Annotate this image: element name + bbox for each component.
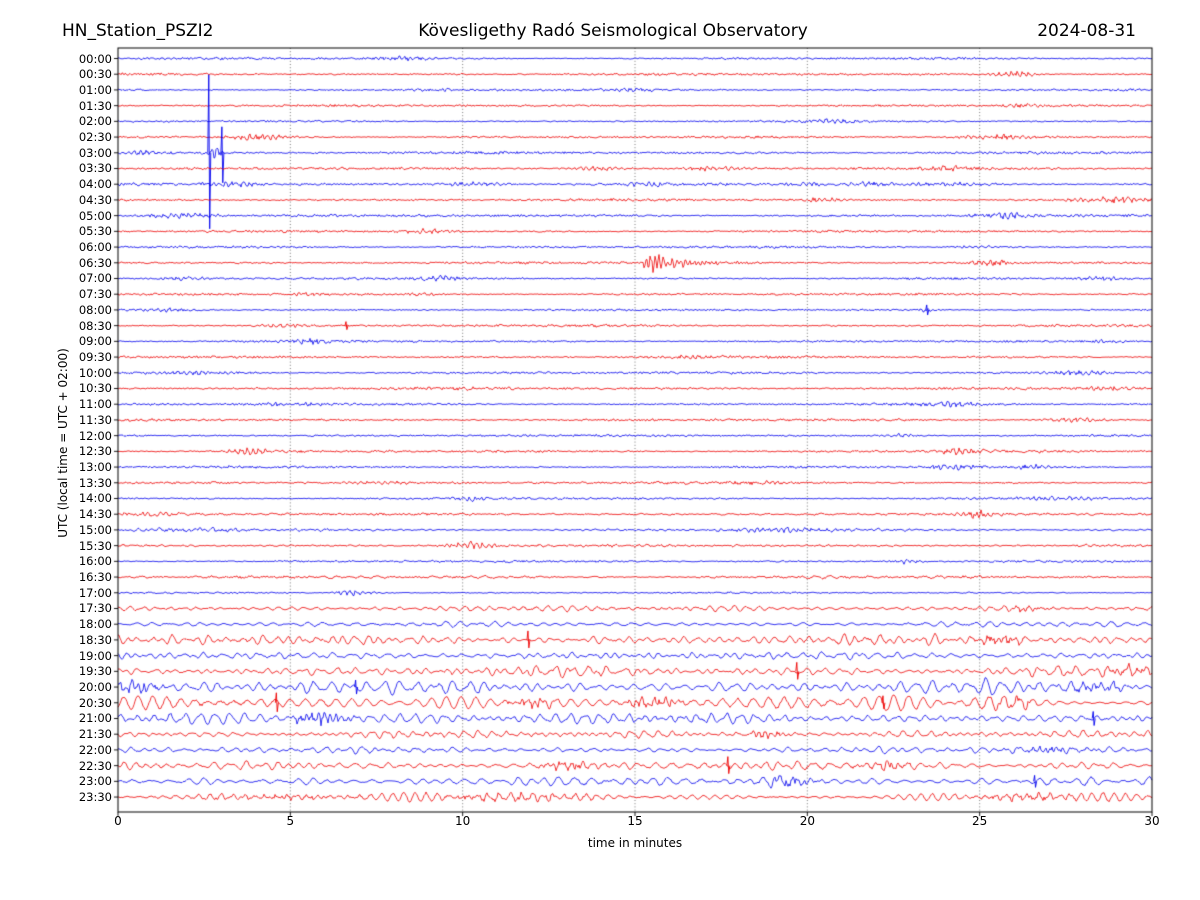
- y-tick-label: 05:30: [78, 224, 112, 239]
- y-tick-label: 04:30: [78, 192, 112, 207]
- y-tick-label: 09:00: [78, 334, 112, 349]
- y-tick-label: 05:00: [78, 208, 112, 223]
- y-tick-label: 14:00: [78, 491, 112, 506]
- y-tick-label: 01:30: [78, 98, 112, 113]
- y-tick-label: 07:00: [78, 271, 112, 286]
- x-tick-label: 25: [972, 814, 988, 828]
- y-tick-label: 17:00: [78, 585, 112, 600]
- y-tick-label: 18:30: [78, 632, 112, 647]
- y-tick-label: 03:00: [78, 145, 112, 160]
- y-tick-label: 11:30: [78, 412, 112, 427]
- date-label: 2024-08-31: [1037, 21, 1136, 41]
- y-tick-label: 16:00: [78, 554, 112, 569]
- y-tick-label: 06:30: [78, 255, 112, 270]
- y-tick-label: 20:00: [78, 680, 112, 695]
- y-tick-label: 06:00: [78, 240, 112, 255]
- y-tick-label: 21:00: [78, 711, 112, 726]
- y-tick-label: 11:00: [78, 397, 112, 412]
- y-tick-label: 03:30: [78, 161, 112, 176]
- x-tick-label: 30: [1144, 814, 1160, 828]
- y-tick-label: 19:00: [78, 648, 112, 663]
- y-tick-label: 08:00: [78, 302, 112, 317]
- y-tick-label: 22:30: [78, 758, 112, 773]
- x-tick-label: 10: [455, 814, 471, 828]
- x-tick-label: 0: [114, 814, 122, 828]
- y-tick-label: 17:30: [78, 601, 112, 616]
- y-tick-label: 21:30: [78, 727, 112, 742]
- y-tick-label: 01:00: [78, 82, 112, 97]
- x-tick-label: 20: [799, 814, 815, 828]
- y-tick-label: 02:00: [78, 114, 112, 129]
- y-tick-label: 10:00: [78, 365, 112, 380]
- y-tick-label: 15:30: [78, 538, 112, 553]
- y-tick-label: 15:00: [78, 522, 112, 537]
- y-tick-label: 12:00: [78, 428, 112, 443]
- y-tick-label: 16:30: [78, 570, 112, 585]
- y-tick-label: 00:00: [78, 51, 112, 66]
- x-tick-label: 5: [286, 814, 295, 828]
- y-tick-label: 00:30: [78, 67, 112, 82]
- y-tick-label: 14:30: [78, 507, 112, 522]
- y-tick-label: 10:30: [78, 381, 112, 396]
- y-tick-label: 19:30: [78, 664, 112, 679]
- y-tick-label: 07:30: [78, 287, 112, 302]
- y-tick-label: 23:30: [78, 790, 112, 805]
- y-tick-label: 20:30: [78, 695, 112, 710]
- station-label: HN_Station_PSZI2: [62, 21, 214, 41]
- y-tick-label: 04:00: [78, 177, 112, 192]
- y-tick-label: 09:30: [78, 350, 112, 365]
- x-axis-label: time in minutes: [587, 836, 683, 850]
- y-tick-label: 02:30: [78, 130, 112, 145]
- y-tick-label: 08:30: [78, 318, 112, 333]
- y-tick-label: 12:30: [78, 444, 112, 459]
- y-tick-label: 13:00: [78, 460, 112, 475]
- observatory-title: Kövesligethy Radó Seismological Observat…: [418, 21, 808, 41]
- y-tick-label: 22:00: [78, 742, 112, 757]
- y-tick-label: 18:00: [78, 617, 112, 632]
- x-tick-label: 15: [627, 814, 643, 828]
- y-tick-label: 23:00: [78, 774, 112, 789]
- y-tick-label: 13:30: [78, 475, 112, 490]
